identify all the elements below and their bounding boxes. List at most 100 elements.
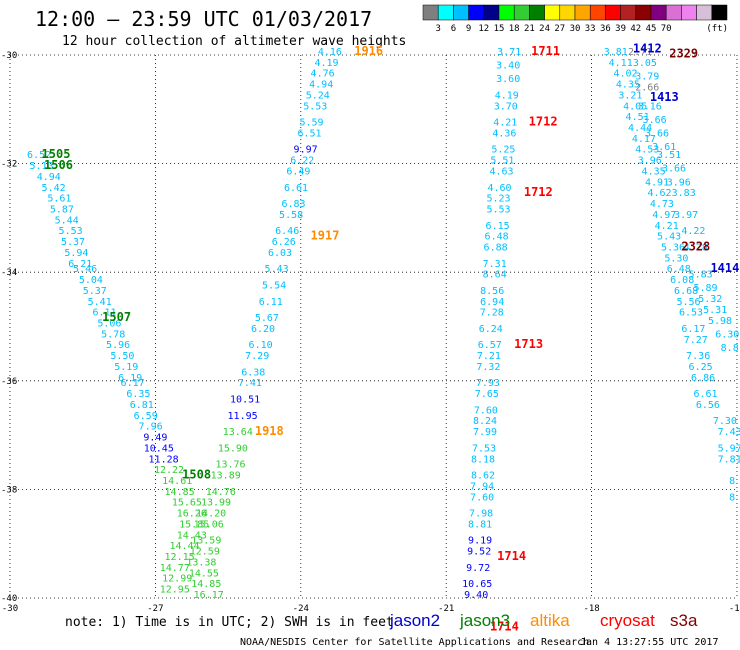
wave-height-value: 6.35 <box>126 389 150 400</box>
wave-height-value: 6.03 <box>268 248 292 259</box>
color-scale-legend: 3 6 9 12 15 18 21 24 27 30 33 36 39 42 45 70 (ft) <box>422 4 728 34</box>
wave-height-value: 4.94 <box>309 80 333 91</box>
colorbar-tick-label: 36 <box>600 24 611 34</box>
wave-height-value: 14.44 <box>169 541 199 552</box>
colorbar-tick-label: 3 <box>435 24 440 34</box>
pass-number-label: 1413 <box>650 90 679 104</box>
wave-height-value: 6.15 <box>486 221 510 232</box>
wave-height-value: 5.94 <box>64 248 88 259</box>
wave-height-value: 3.96 <box>667 177 691 188</box>
wave-height-value: 4.21 <box>493 118 517 129</box>
wave-height-value: 9.72 <box>466 563 490 574</box>
colorbar-tick-label: 39 <box>615 24 626 34</box>
colorbar-tick-label: 6 <box>451 24 456 34</box>
wave-height-value: 5.43 <box>657 232 681 243</box>
wave-height-value: 6.61 <box>693 389 717 400</box>
pass-number-label: 1711 <box>531 44 560 58</box>
wave-height-value: 4.19 <box>314 58 338 69</box>
pass-number-label: 1918 <box>255 424 284 438</box>
wave-height-value: 13.38 <box>186 557 216 568</box>
colorbar-unit: (ft) <box>706 24 728 34</box>
pass-number-label: 1712 <box>529 115 558 129</box>
wave-height-value: 4.73 <box>650 199 674 210</box>
chart-subtitle: 12 hour collection of altimeter wave hei… <box>62 34 406 49</box>
wave-height-value: 3.40 <box>496 61 520 72</box>
satellite-legend-item: cryosat <box>600 611 655 630</box>
y-tick-label: -34 <box>1 268 17 278</box>
wave-height-value: 4.94 <box>37 172 61 183</box>
wave-height-value: 6.17 <box>681 324 705 335</box>
wave-height-value: 14.77 <box>160 563 190 574</box>
wave-height-value: 5.31 <box>703 305 727 316</box>
wave-height-value: 6.19 <box>118 373 142 384</box>
colorbar-tick-label: 30 <box>570 24 581 34</box>
wave-height-value: 7.31 <box>483 259 507 270</box>
wave-height-value: 5.89 <box>693 283 717 294</box>
wave-height-value: 6.20 <box>251 324 275 335</box>
wave-height-value: 7.29 <box>245 351 269 362</box>
wave-height-value: 3.21 <box>618 90 642 101</box>
wave-height-value: 5.25 <box>491 145 515 156</box>
wave-height-value: 14.20 <box>196 509 226 520</box>
wave-height-value: 3.96 <box>638 156 662 167</box>
wave-height-value: 10.51 <box>230 395 260 406</box>
wave-height-value: 2.71 <box>628 47 652 58</box>
satellite-legend-item: jason3 <box>459 611 510 630</box>
colorbar-tick-label: 18 <box>509 24 520 34</box>
wave-height-value: 5.50 <box>110 351 134 362</box>
colorbar-swatch <box>468 4 485 21</box>
wave-height-value: 8.8 <box>721 343 739 354</box>
wave-height-value: 8.24 <box>473 416 497 427</box>
wave-height-value: 4.35 <box>642 167 666 178</box>
wave-height-value: 5.87 <box>50 205 74 216</box>
colorbar-swatch <box>589 4 606 21</box>
wave-height-value: 9.97 <box>294 145 318 156</box>
wave-height-value: 12.15 <box>165 552 195 563</box>
wave-height-value: 6.88 <box>484 243 508 254</box>
colorbar-swatch <box>681 4 697 21</box>
wave-height-value: 3.71 <box>497 47 521 58</box>
wave-height-value: 6.56 <box>696 400 720 411</box>
satellite-legend-item: altika <box>530 611 570 630</box>
wave-height-value: 5.36 <box>661 243 685 254</box>
colorbar-swatch <box>574 4 591 21</box>
wave-height-value: 7.21 <box>477 351 501 362</box>
wave-height-value: 3.51 <box>657 150 681 161</box>
wave-height-value: 6.86 <box>691 373 715 384</box>
wave-height-value: 8.64 <box>483 270 507 281</box>
wave-height-value: 7.43 <box>718 427 740 438</box>
colorbar-tick-label: 24 <box>539 24 550 34</box>
colorbar-swatch <box>605 4 621 21</box>
wave-height-value: 5.19 <box>114 362 138 373</box>
wave-height-value: 14.85 <box>165 487 195 498</box>
wave-height-value: 10.45 <box>144 443 174 454</box>
pass-number-label: 1505 <box>42 147 71 161</box>
colorbar-swatch <box>483 4 500 21</box>
wave-height-value: 7.81 <box>718 454 740 465</box>
x-tick-label: -27 <box>147 604 163 614</box>
wave-height-value: 5.56 <box>676 297 700 308</box>
wave-height-value: 6.57 <box>478 340 502 351</box>
footer-credit: NOAA/NESDIS Center for Satellite Applica… <box>240 637 589 648</box>
wave-height-value: 13.89 <box>211 471 241 482</box>
satellite-legend-item: jason2 <box>389 611 440 630</box>
wave-height-value: 6.94 <box>480 297 504 308</box>
wave-height-value: 5.53 <box>303 101 327 112</box>
colorbar-swatch <box>650 4 667 21</box>
satellite-legend: jason2 jason3 altika cryosat s3a <box>389 611 698 630</box>
wave-height-value: 5.97 <box>718 443 740 454</box>
wave-height-value: 5.30 <box>664 253 688 264</box>
wave-height-value: 5.58 <box>279 210 303 221</box>
wave-height-value: 14.43 <box>177 530 207 541</box>
wave-height-value: 4.62 <box>647 188 671 199</box>
axis-ticks: -30 -27 -24 -21 -18 -15 -30 -32 -34 -36 -38 -40 <box>1 51 740 614</box>
wave-height-value: 5.32 <box>698 294 722 305</box>
footer-note: note: 1) Time is in UTC; 2) SWH is in fe… <box>65 615 394 630</box>
wave-height-value: 7.96 <box>139 422 163 433</box>
wave-height-value: 8.81 <box>468 519 492 530</box>
wave-height-value: 11.95 <box>228 411 258 422</box>
wave-height-value: 14.76 <box>206 487 236 498</box>
pass-number-label: 1916 <box>354 44 383 58</box>
colorbar-swatch <box>665 4 682 21</box>
